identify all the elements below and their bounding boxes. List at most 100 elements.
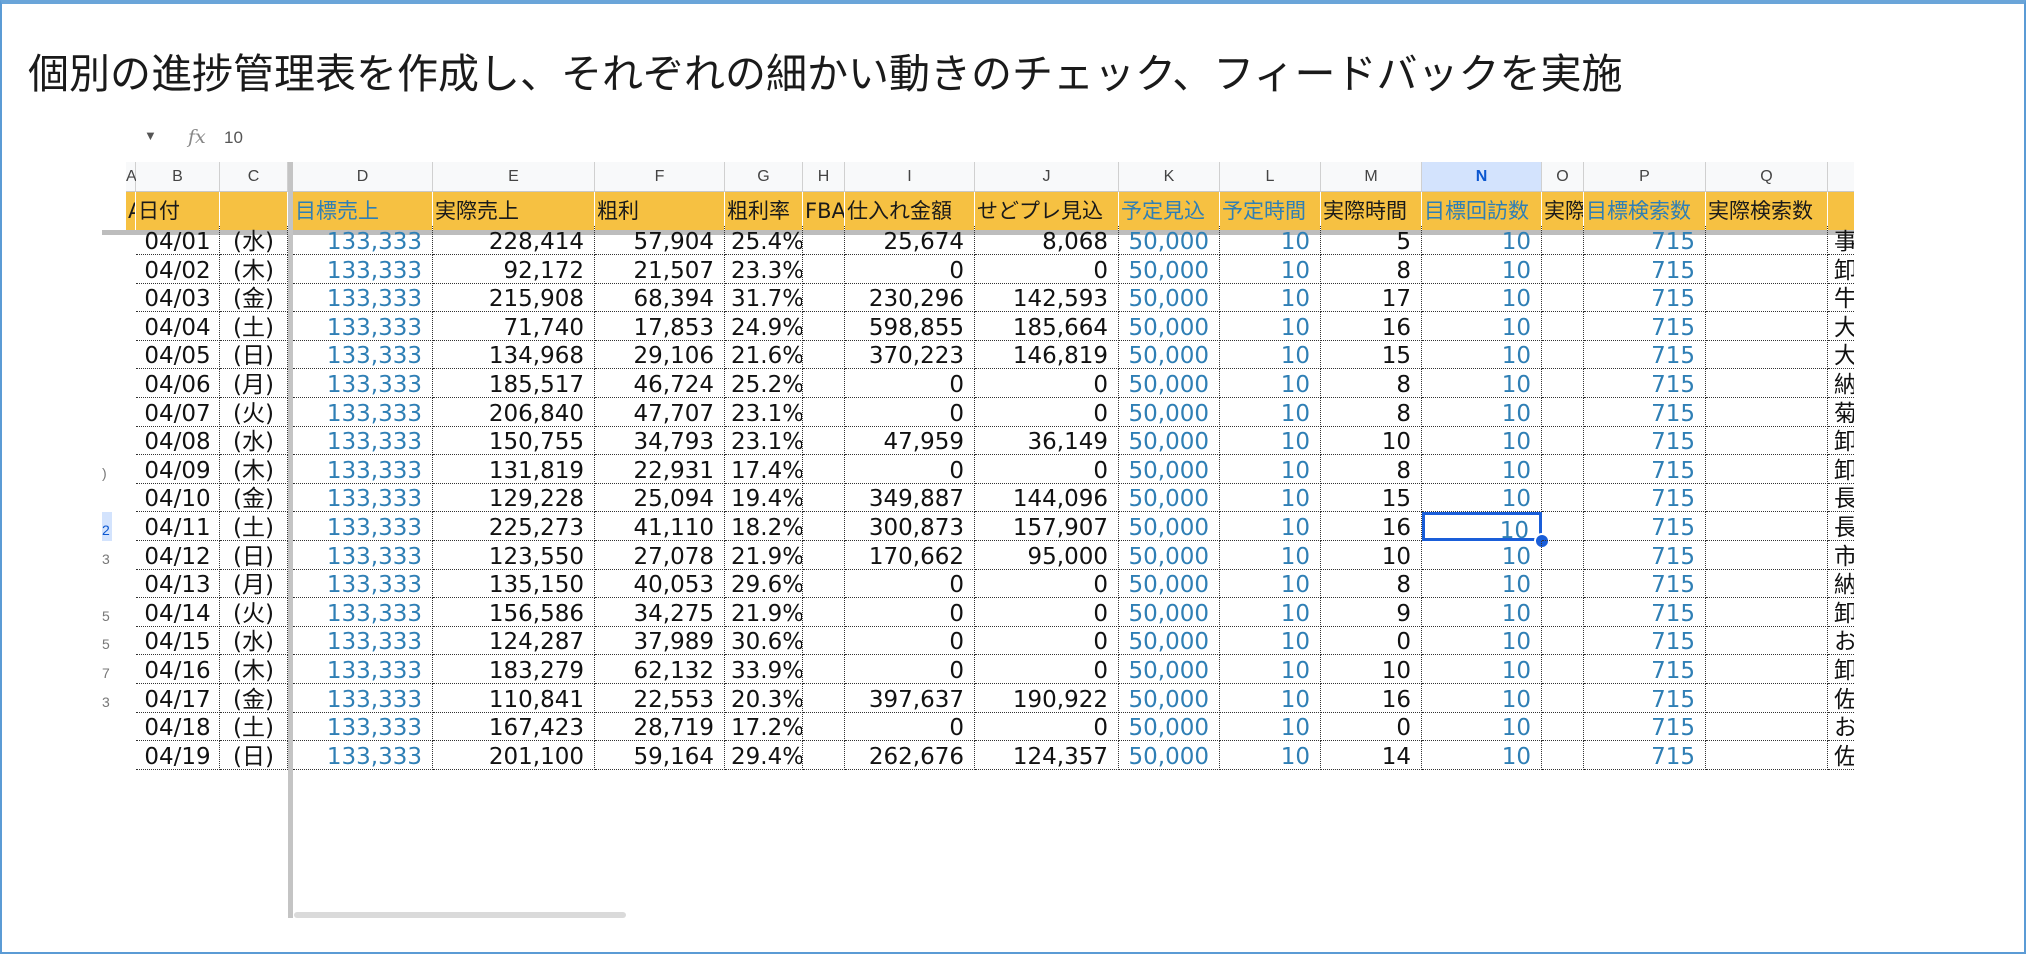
table-cell[interactable]: 110,841	[433, 683, 595, 713]
table-cell[interactable]: 17.4%	[725, 454, 803, 484]
table-cell[interactable]	[1706, 597, 1828, 627]
table-cell[interactable]: 04/15	[136, 626, 220, 656]
table-cell[interactable]: 0	[845, 397, 975, 427]
table-cell[interactable]: 0	[975, 369, 1119, 399]
table-cell[interactable]: 133,333	[293, 340, 433, 370]
table-cell[interactable]: 50,000	[1119, 655, 1220, 685]
table-cell[interactable]: 10	[1422, 483, 1542, 513]
table-cell[interactable]	[1706, 311, 1828, 341]
table-cell[interactable]: 16	[1321, 512, 1422, 542]
table-cell[interactable]: 大分	[1828, 312, 1854, 341]
table-cell[interactable]: 50,000	[1119, 226, 1220, 256]
table-cell[interactable]	[1542, 311, 1584, 341]
column-header-f[interactable]: F	[595, 162, 725, 192]
table-cell[interactable]: 14	[1321, 740, 1422, 770]
table-cell[interactable]: 21.9%	[725, 597, 803, 627]
table-cell[interactable]: (木)	[220, 655, 288, 685]
table-cell[interactable]	[1706, 540, 1828, 570]
table-cell[interactable]: 300,873	[845, 512, 975, 542]
table-cell[interactable]: 47,707	[595, 397, 725, 427]
table-cell[interactable]: (水)	[220, 226, 288, 256]
table-cell[interactable]: 10	[1220, 283, 1321, 313]
table-cell[interactable]: 23.3%	[725, 254, 803, 284]
table-cell[interactable]: (金)	[220, 483, 288, 513]
table-cell[interactable]: 0	[845, 597, 975, 627]
table-cell[interactable]: 715	[1584, 369, 1706, 399]
table-cell[interactable]	[803, 397, 845, 427]
table-cell[interactable]: 133,333	[293, 626, 433, 656]
table-cell[interactable]: 0	[1321, 712, 1422, 742]
table-cell[interactable]: (土)	[220, 311, 288, 341]
table-cell[interactable]: 0	[845, 712, 975, 742]
table-cell[interactable]: 190,922	[975, 683, 1119, 713]
row-number[interactable]: 5	[102, 607, 110, 624]
table-cell[interactable]	[803, 655, 845, 685]
table-cell[interactable]: 146,819	[975, 340, 1119, 370]
row-number[interactable]	[102, 398, 112, 427]
table-cell[interactable]: 卸	[1828, 426, 1854, 456]
table-cell[interactable]: 04/12	[136, 540, 220, 570]
table-cell[interactable]: 10	[1422, 540, 1542, 570]
table-cell[interactable]: 133,333	[293, 311, 433, 341]
table-cell[interactable]: 0	[975, 655, 1119, 685]
column-header-l[interactable]: L	[1220, 162, 1321, 192]
table-cell[interactable]: 18.2%	[725, 512, 803, 542]
table-cell[interactable]: 50,000	[1119, 311, 1220, 341]
table-cell[interactable]: 156,586	[433, 597, 595, 627]
table-cell[interactable]	[1706, 454, 1828, 484]
table-cell[interactable]: 04/01	[136, 226, 220, 256]
table-cell[interactable]: 715	[1584, 340, 1706, 370]
table-cell[interactable]: 長崎	[1828, 483, 1854, 513]
table-cell[interactable]: 37,989	[595, 626, 725, 656]
table-cell[interactable]: お休	[1828, 712, 1854, 742]
table-cell[interactable]: 9	[1321, 597, 1422, 627]
table-cell[interactable]: 0	[975, 454, 1119, 484]
table-cell[interactable]: 370,223	[845, 340, 975, 370]
column-header-e[interactable]: E	[433, 162, 595, 192]
table-cell[interactable]: 27,078	[595, 540, 725, 570]
table-cell[interactable]: 0	[845, 655, 975, 685]
row-number[interactable]: 7	[102, 665, 110, 681]
table-cell[interactable]: 206,840	[433, 397, 595, 427]
table-cell[interactable]: 04/17	[136, 683, 220, 713]
table-cell[interactable]: 349,887	[845, 483, 975, 513]
table-cell[interactable]: 183,279	[433, 655, 595, 685]
table-cell[interactable]: (水)	[220, 626, 288, 656]
table-cell[interactable]: 68,394	[595, 283, 725, 313]
table-cell[interactable]: 50,000	[1119, 340, 1220, 370]
table-cell[interactable]: 0	[975, 597, 1119, 627]
table-cell[interactable]	[803, 426, 845, 456]
table-cell[interactable]: 31.7%	[725, 283, 803, 313]
table-cell[interactable]: 47,959	[845, 426, 975, 456]
table-cell[interactable]: 10	[1422, 311, 1542, 341]
table-cell[interactable]: 46,724	[595, 369, 725, 399]
table-cell[interactable]: 397,637	[845, 683, 975, 713]
table-cell[interactable]	[1542, 597, 1584, 627]
row-number[interactable]: 3	[102, 693, 110, 710]
table-cell[interactable]: 57,904	[595, 226, 725, 256]
table-cell[interactable]: 36,149	[975, 426, 1119, 456]
row-number[interactable]	[102, 712, 112, 741]
table-cell[interactable]: 10	[1220, 426, 1321, 456]
table-cell[interactable]: 04/13	[136, 569, 220, 599]
row-number[interactable]	[102, 483, 112, 512]
table-cell[interactable]: 715	[1584, 254, 1706, 284]
table-cell[interactable]: (木)	[220, 454, 288, 484]
table-cell[interactable]: 124,357	[975, 740, 1119, 770]
table-cell[interactable]	[1706, 712, 1828, 742]
table-cell[interactable]: 50,000	[1119, 454, 1220, 484]
table-cell[interactable]: (土)	[220, 512, 288, 542]
table-cell[interactable]: 50,000	[1119, 683, 1220, 713]
table-cell[interactable]: 230,296	[845, 283, 975, 313]
table-cell[interactable]: 50,000	[1119, 626, 1220, 656]
table-cell[interactable]: 715	[1584, 712, 1706, 742]
row-number[interactable]	[102, 369, 112, 398]
table-cell[interactable]: 133,333	[293, 283, 433, 313]
table-cell[interactable]: 225,273	[433, 512, 595, 542]
table-cell[interactable]: 170,662	[845, 540, 975, 570]
row-number[interactable]	[102, 255, 112, 284]
table-cell[interactable]	[1706, 254, 1828, 284]
table-cell[interactable]: 17.2%	[725, 712, 803, 742]
table-cell[interactable]	[803, 254, 845, 284]
